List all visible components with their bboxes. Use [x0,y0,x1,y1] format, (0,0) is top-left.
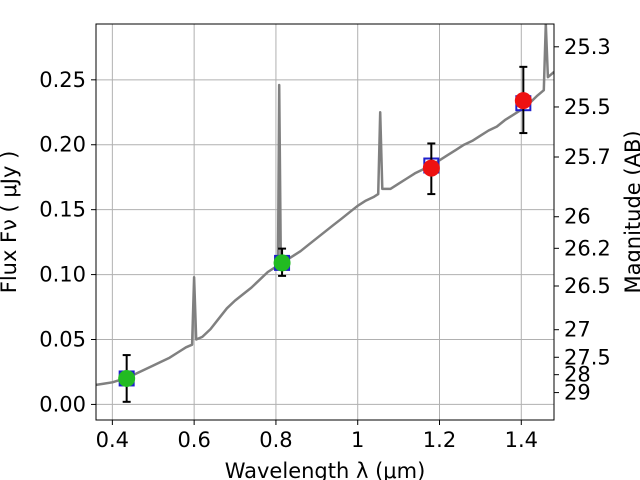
model-spectrum [96,24,554,387]
mag-tick-label: 25.3 [564,35,611,59]
mag-tick-label: 25.7 [564,145,611,169]
photometry-points [118,65,532,403]
mag-tick-label: 26.2 [564,236,611,260]
x-tick-label: 1.4 [505,428,538,452]
plot-frame [95,23,555,421]
mag-tick-label: 29 [564,381,591,405]
spectrum-line [96,24,554,387]
mag-tick-label: 27.5 [564,345,611,369]
x-tick-label: 0.8 [259,428,292,452]
mag-tick-label: 25.5 [564,95,611,119]
y-axis-label: Flux Fν ( μJy ) [0,151,21,294]
y-tick-label: 0.20 [39,133,86,157]
y-tick-label: 0.25 [39,68,86,92]
mag-tick-label: 28 [564,363,591,387]
mag-tick-label: 26 [564,205,591,229]
x-tick-label: 1.2 [423,428,456,452]
y-tick-label: 0.15 [39,198,86,222]
y-axis-ticks: 0.00 0.05 0.10 0.15 0.20 0.25 [39,68,96,416]
x-tick-label: 0.4 [96,428,129,452]
right-axis-label: Magnitude (AB) [621,130,640,293]
y-tick-label: 0.00 [39,392,86,416]
green-circle-marker [273,254,291,272]
x-axis-label: Wavelength λ (μm) [225,459,426,480]
x-tick-label: 1 [351,428,364,452]
mag-tick-label: 27 [564,318,591,342]
x-axis-ticks: 0.4 0.6 0.8 1 1.2 1.4 [96,420,538,452]
green-circle-marker [118,369,136,387]
grid [96,24,554,420]
x-tick-label: 0.6 [177,428,210,452]
red-circle-marker [514,92,532,110]
mag-tick-label: 26.5 [564,274,611,298]
red-circle-marker [422,159,440,177]
y-tick-label: 0.10 [39,263,86,287]
y-tick-label: 0.05 [39,328,86,352]
